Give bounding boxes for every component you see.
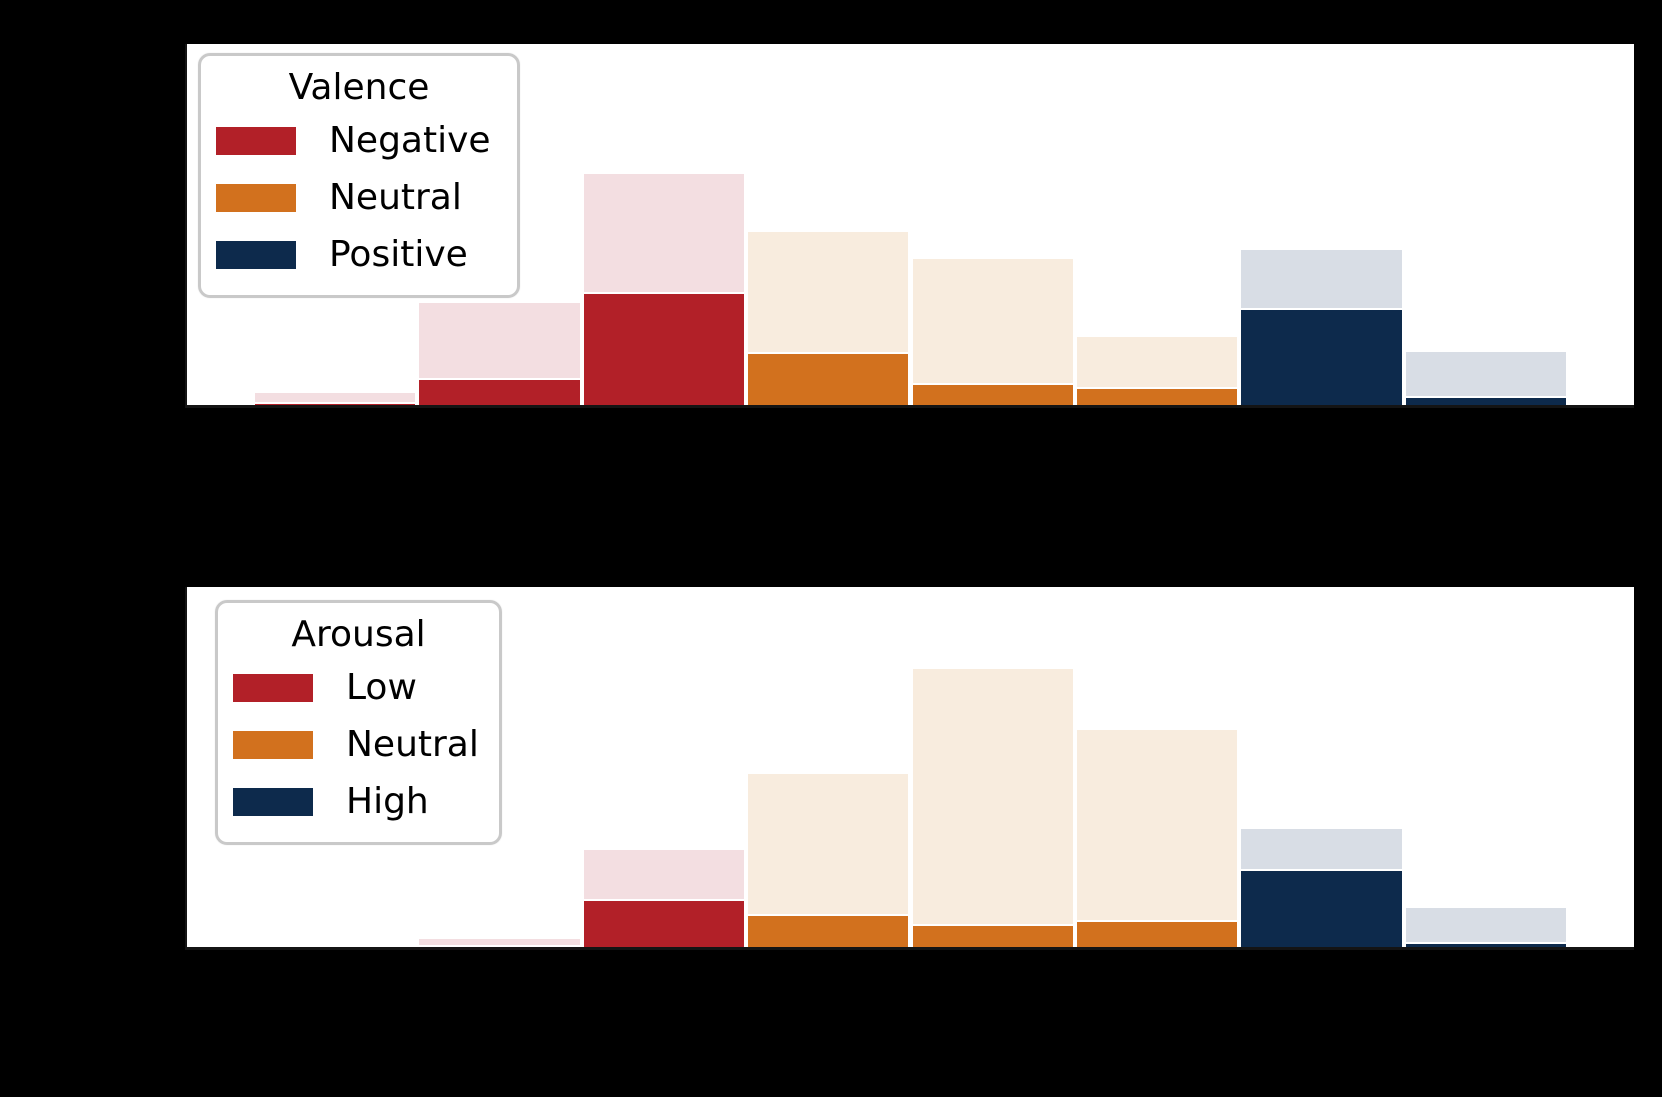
neutral-swatch-icon bbox=[233, 730, 313, 759]
hist-bar-faded bbox=[417, 937, 582, 947]
legend-title: Valence bbox=[288, 67, 430, 108]
negative-swatch-icon bbox=[216, 126, 296, 155]
legend-label: Neutral bbox=[346, 724, 479, 765]
legend-title: Arousal bbox=[291, 614, 426, 655]
hist-bar-solid bbox=[1074, 387, 1240, 405]
hist-bar-solid bbox=[746, 914, 911, 947]
legend-entry-high: High bbox=[218, 773, 499, 830]
hist-bar-faded bbox=[910, 667, 1075, 947]
hist-bar-solid bbox=[910, 924, 1075, 947]
hist-bar-solid bbox=[1239, 308, 1404, 405]
valence-legend: Valence Negative Neutral Positive bbox=[198, 53, 520, 298]
hist-bar-solid bbox=[910, 383, 1075, 405]
legend-entry-negative: Negative bbox=[201, 112, 517, 169]
hist-bar-solid bbox=[581, 899, 746, 947]
legend-label: Negative bbox=[329, 120, 491, 161]
legend-entry-neutral: Neutral bbox=[218, 716, 499, 773]
hist-bar-solid bbox=[1403, 396, 1569, 405]
hist-bar-solid bbox=[417, 378, 582, 405]
hist-bar-solid bbox=[746, 352, 911, 405]
legend-entry-positive: Positive bbox=[201, 226, 517, 283]
hist-bar-faded bbox=[910, 257, 1075, 405]
hist-bar-solid bbox=[1239, 869, 1404, 947]
hist-bar-solid bbox=[1403, 942, 1569, 947]
hist-bar-solid bbox=[417, 945, 582, 947]
arousal-histogram-panel: Arousal Low Neutral High bbox=[185, 587, 1634, 950]
positive-swatch-icon bbox=[216, 240, 296, 269]
neutral-swatch-icon bbox=[216, 183, 296, 212]
hist-bar-faded bbox=[1403, 350, 1569, 405]
hist-bar-solid bbox=[1074, 920, 1240, 947]
hist-bar-faded bbox=[1403, 906, 1569, 947]
legend-label: Positive bbox=[329, 234, 468, 275]
legend-label: Low bbox=[346, 667, 417, 708]
hist-bar-solid bbox=[252, 402, 418, 405]
legend-entry-neutral: Neutral bbox=[201, 169, 517, 226]
hist-bar-faded bbox=[252, 391, 418, 405]
hist-bar-solid bbox=[581, 292, 746, 405]
legend-label: High bbox=[346, 781, 429, 822]
hist-bar-faded bbox=[1074, 728, 1240, 947]
arousal-legend: Arousal Low Neutral High bbox=[215, 600, 502, 845]
legend-label: Neutral bbox=[329, 177, 462, 218]
high-swatch-icon bbox=[233, 787, 313, 816]
valence-histogram-panel: Valence Negative Neutral Positive bbox=[185, 44, 1634, 408]
valence-bars bbox=[187, 44, 1634, 405]
arousal-bars bbox=[187, 587, 1634, 947]
low-swatch-icon bbox=[233, 673, 313, 702]
legend-entry-low: Low bbox=[218, 659, 499, 716]
